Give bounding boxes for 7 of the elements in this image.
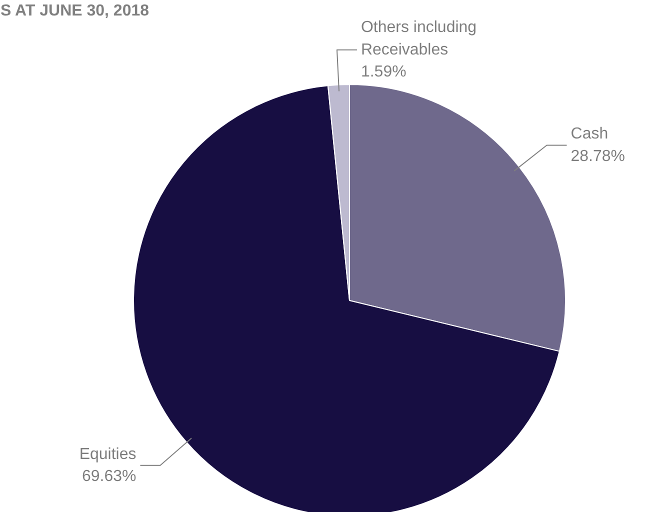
slice-label: Others including Receivables [360,19,477,58]
chart-title: S AT JUNE 30, 2018 [0,2,150,20]
slice-label: Cash [570,126,608,143]
data-label: 1.59% [360,63,406,80]
data-label: 69.63% [82,468,136,485]
data-label: 28.78% [570,148,626,165]
slice-label: Equities [79,446,136,463]
